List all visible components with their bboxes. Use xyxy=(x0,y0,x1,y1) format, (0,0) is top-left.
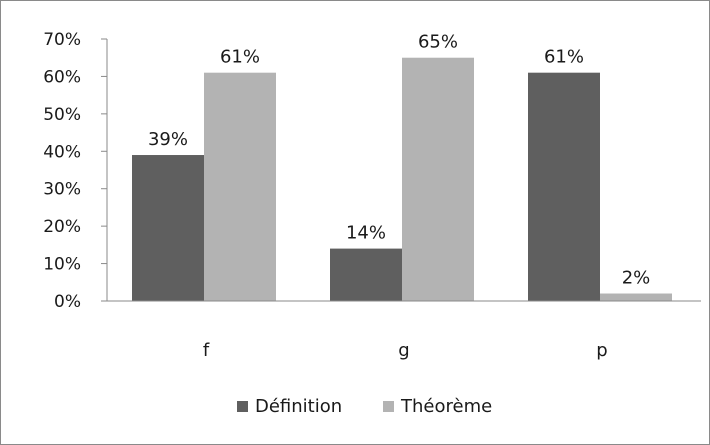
legend-swatch xyxy=(383,401,394,412)
bar-théorème-p xyxy=(600,293,672,301)
y-tick-label: 70% xyxy=(43,30,81,50)
y-tick-label: 20% xyxy=(43,217,81,237)
y-tick-label: 0% xyxy=(54,292,81,312)
legend-label: Définition xyxy=(255,396,342,417)
bar-théorème-g xyxy=(402,57,474,301)
x-category-label: p xyxy=(596,340,607,361)
y-tick-label: 50% xyxy=(43,105,81,125)
bar-théorème-f xyxy=(204,72,276,301)
data-label: 39% xyxy=(148,129,188,150)
data-label: 14% xyxy=(346,223,386,244)
y-tick-label: 30% xyxy=(43,180,81,200)
bar-définition-p xyxy=(528,72,600,301)
y-axis: 0% 10% 20% 30% 40% 50% 60% 70% xyxy=(43,30,108,312)
x-category-label: f xyxy=(203,340,210,361)
data-label: 65% xyxy=(418,32,458,53)
legend-swatch xyxy=(237,401,248,412)
data-label: 2% xyxy=(622,268,651,289)
legend: Définition Théorème xyxy=(237,396,492,417)
bar-définition-f xyxy=(132,155,204,301)
bar-définition-g xyxy=(330,248,402,301)
y-tick-label: 40% xyxy=(43,142,81,162)
data-label: 61% xyxy=(220,47,260,68)
x-category-label: g xyxy=(398,340,409,361)
data-label: 61% xyxy=(544,47,584,68)
legend-label: Théorème xyxy=(400,396,492,417)
y-tick-label: 10% xyxy=(43,255,81,275)
y-tick-label: 60% xyxy=(43,67,81,87)
bars xyxy=(132,57,672,301)
data-labels: 39% 61% 14% 65% 61% 2% xyxy=(148,32,650,289)
